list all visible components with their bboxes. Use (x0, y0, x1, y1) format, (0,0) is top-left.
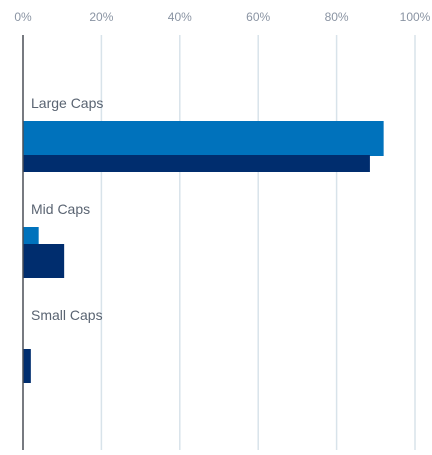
bar-small-caps-series-2 (23, 349, 31, 383)
x-tick-label: 60% (246, 10, 270, 24)
bar-large-caps-series-1 (23, 121, 384, 156)
x-tick-label: 40% (168, 10, 192, 24)
grid-lines (100, 35, 416, 450)
x-tick-label: 0% (14, 10, 32, 24)
x-tick-label: 80% (325, 10, 349, 24)
category-label: Mid Caps (31, 201, 90, 217)
x-tick-label: 20% (89, 10, 113, 24)
x-tick-label: 100% (400, 10, 431, 24)
bar-mid-caps-series-2 (23, 244, 65, 278)
bar-large-caps-series-2 (23, 155, 370, 172)
category-labels: Large Caps Mid Caps Small Caps (31, 95, 103, 323)
x-axis-tick-labels: 0% 20% 40% 60% 80% 100% (14, 10, 430, 24)
bars (23, 121, 384, 383)
category-label: Small Caps (31, 307, 103, 323)
category-label: Large Caps (31, 95, 103, 111)
